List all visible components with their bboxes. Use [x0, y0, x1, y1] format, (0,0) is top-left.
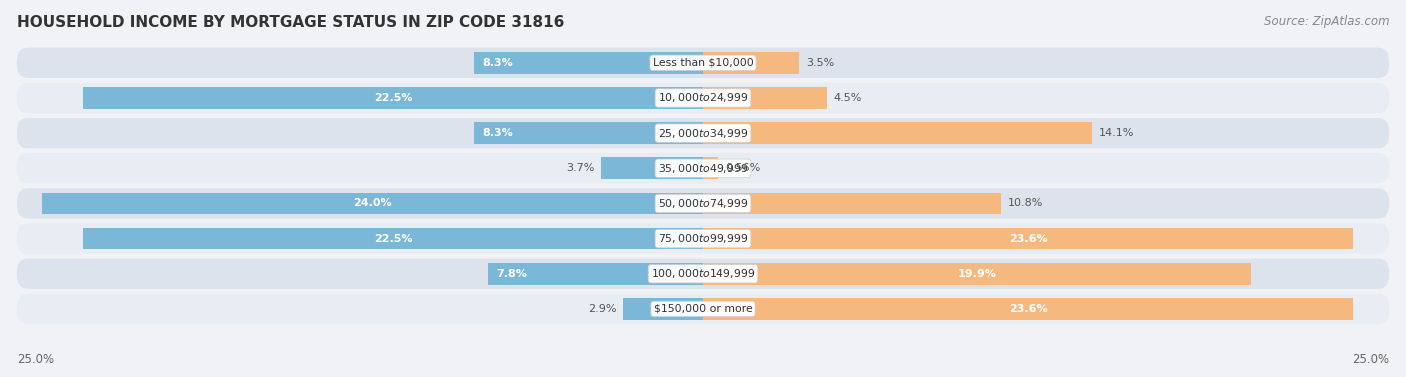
Text: 7.8%: 7.8%	[496, 269, 527, 279]
FancyBboxPatch shape	[17, 48, 1389, 78]
Text: 23.6%: 23.6%	[1010, 304, 1047, 314]
Bar	[703, 52, 800, 74]
FancyBboxPatch shape	[17, 153, 1389, 183]
Text: $35,000 to $49,999: $35,000 to $49,999	[658, 162, 748, 175]
Bar	[600, 157, 703, 179]
Bar	[623, 298, 703, 320]
Text: 10.8%: 10.8%	[1008, 198, 1043, 208]
Text: $10,000 to $24,999: $10,000 to $24,999	[658, 92, 748, 104]
Text: 8.3%: 8.3%	[482, 128, 513, 138]
Text: 4.5%: 4.5%	[834, 93, 862, 103]
Bar	[703, 157, 718, 179]
Text: 3.7%: 3.7%	[565, 163, 595, 173]
Text: 8.3%: 8.3%	[482, 58, 513, 68]
Text: Less than $10,000: Less than $10,000	[652, 58, 754, 68]
Bar	[703, 228, 1354, 250]
Bar	[474, 52, 703, 74]
Text: 25.0%: 25.0%	[1353, 353, 1389, 366]
FancyBboxPatch shape	[17, 83, 1389, 113]
Bar	[83, 228, 703, 250]
Bar	[703, 263, 1251, 285]
Text: 14.1%: 14.1%	[1098, 128, 1133, 138]
Bar	[83, 87, 703, 109]
Text: $75,000 to $99,999: $75,000 to $99,999	[658, 232, 748, 245]
FancyBboxPatch shape	[17, 188, 1389, 219]
Bar	[703, 87, 827, 109]
Text: $100,000 to $149,999: $100,000 to $149,999	[651, 267, 755, 280]
Text: 22.5%: 22.5%	[374, 234, 412, 244]
Text: 2.9%: 2.9%	[588, 304, 616, 314]
Text: Source: ZipAtlas.com: Source: ZipAtlas.com	[1264, 15, 1389, 28]
Bar	[488, 263, 703, 285]
Text: HOUSEHOLD INCOME BY MORTGAGE STATUS IN ZIP CODE 31816: HOUSEHOLD INCOME BY MORTGAGE STATUS IN Z…	[17, 15, 564, 30]
Text: 22.5%: 22.5%	[374, 93, 412, 103]
FancyBboxPatch shape	[17, 294, 1389, 324]
Text: $150,000 or more: $150,000 or more	[654, 304, 752, 314]
Text: 3.5%: 3.5%	[807, 58, 835, 68]
FancyBboxPatch shape	[17, 259, 1389, 289]
Bar	[703, 193, 1001, 215]
Bar	[703, 298, 1354, 320]
Text: 24.0%: 24.0%	[353, 198, 392, 208]
Bar	[42, 193, 703, 215]
FancyBboxPatch shape	[17, 224, 1389, 254]
FancyBboxPatch shape	[17, 118, 1389, 148]
Text: 23.6%: 23.6%	[1010, 234, 1047, 244]
Bar	[474, 122, 703, 144]
Text: 19.9%: 19.9%	[957, 269, 997, 279]
Text: $50,000 to $74,999: $50,000 to $74,999	[658, 197, 748, 210]
Text: 25.0%: 25.0%	[17, 353, 53, 366]
Text: 0.56%: 0.56%	[725, 163, 761, 173]
Text: $25,000 to $34,999: $25,000 to $34,999	[658, 127, 748, 139]
Bar	[703, 122, 1091, 144]
